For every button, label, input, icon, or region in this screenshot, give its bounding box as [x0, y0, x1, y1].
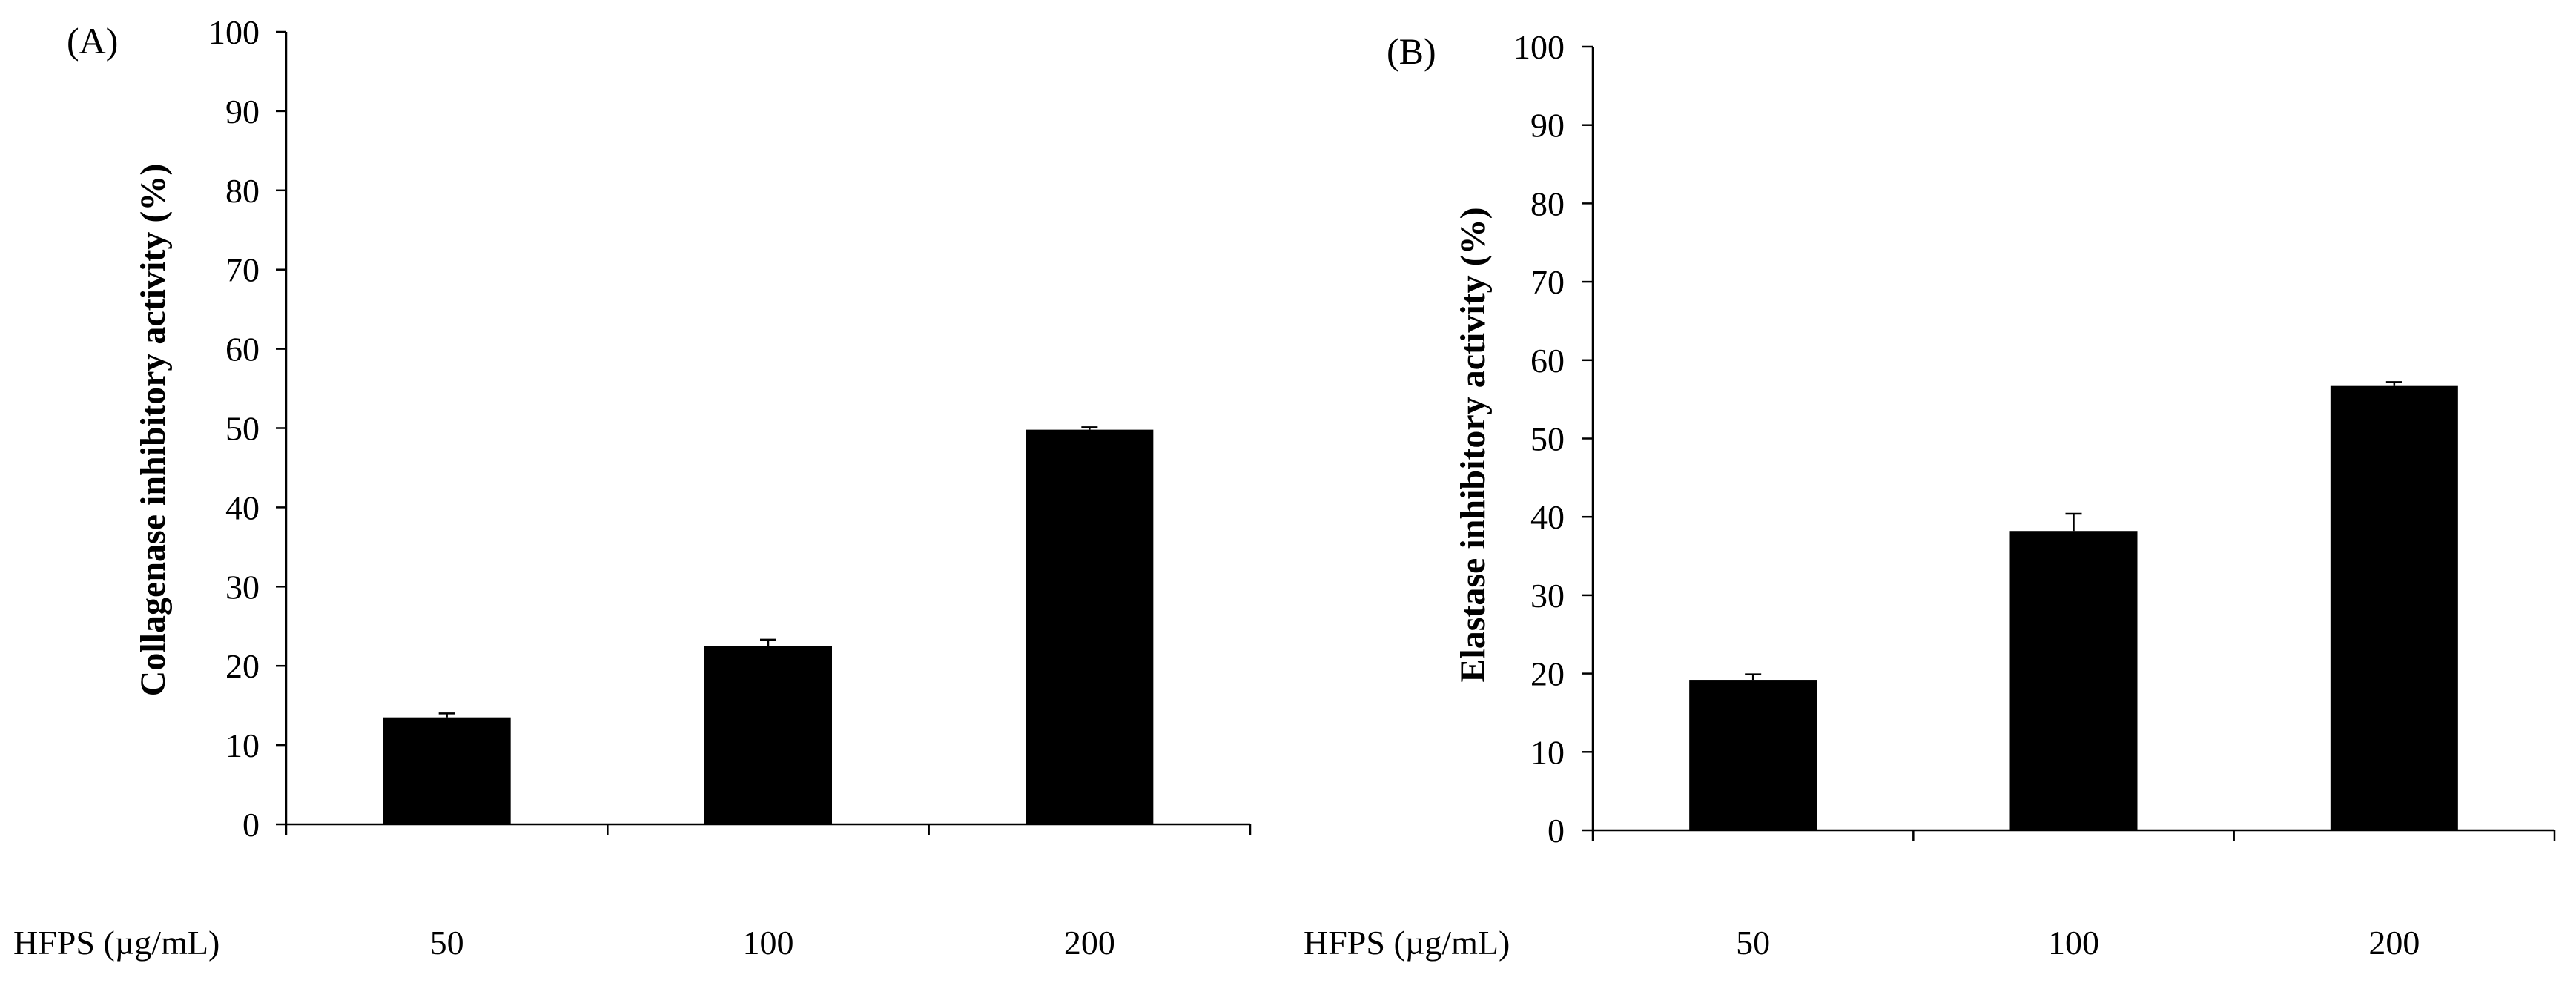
y-tick-label: 90 — [1530, 107, 1565, 145]
x-category-label: 200 — [1064, 924, 1115, 962]
bar — [704, 646, 832, 824]
y-tick-label: 70 — [1530, 263, 1565, 301]
y-tick-label: 70 — [225, 251, 260, 289]
y-tick-label: 40 — [225, 489, 260, 526]
y-tick-label: 80 — [225, 172, 260, 210]
bar — [1689, 680, 1817, 830]
y-tick-label: 30 — [1530, 577, 1565, 615]
y-tick-label: 60 — [225, 331, 260, 368]
y-tick-label: 50 — [225, 410, 260, 448]
panel-b: (B) Elastase inhibitory activity (%) HFP… — [1304, 28, 2556, 962]
panel-label: (B) — [1387, 30, 1436, 72]
bar — [383, 717, 511, 824]
x-axis-title: HFPS (µg/mL) — [13, 924, 219, 962]
y-tick-label: 30 — [225, 568, 260, 606]
bar — [2330, 385, 2458, 830]
x-axis-title: HFPS (µg/mL) — [1304, 924, 1510, 962]
x-category-label: 50 — [430, 924, 464, 962]
x-category-label: 100 — [743, 924, 794, 962]
x-category-label: 100 — [2048, 924, 2099, 962]
y-tick-label: 10 — [225, 727, 260, 764]
bar — [2009, 531, 2138, 830]
y-tick-label: 50 — [1530, 420, 1565, 458]
y-tick-label: 80 — [1530, 185, 1565, 222]
y-tick-label: 20 — [1530, 655, 1565, 693]
y-tick-label: 0 — [242, 806, 260, 844]
panel-a: (A) Collagenase inhibitory activity (%) … — [13, 13, 1252, 962]
y-tick-label: 100 — [208, 13, 260, 51]
panel-label: (A) — [67, 20, 118, 62]
bar — [1026, 429, 1154, 824]
y-tick-label: 40 — [1530, 498, 1565, 536]
y-axis-label: Collagenase inhibitory activity (%) — [133, 164, 173, 697]
y-tick-label: 100 — [1513, 28, 1565, 66]
y-tick-label: 90 — [225, 93, 260, 130]
y-axis-label: Elastase inhibitory activity (%) — [1453, 207, 1493, 682]
y-tick-label: 10 — [1530, 733, 1565, 771]
y-tick-label: 0 — [1548, 812, 1565, 850]
y-tick-label: 60 — [1530, 342, 1565, 380]
x-category-label: 50 — [1736, 924, 1770, 962]
x-category-label: 200 — [2368, 924, 2420, 962]
y-tick-label: 20 — [225, 647, 260, 685]
